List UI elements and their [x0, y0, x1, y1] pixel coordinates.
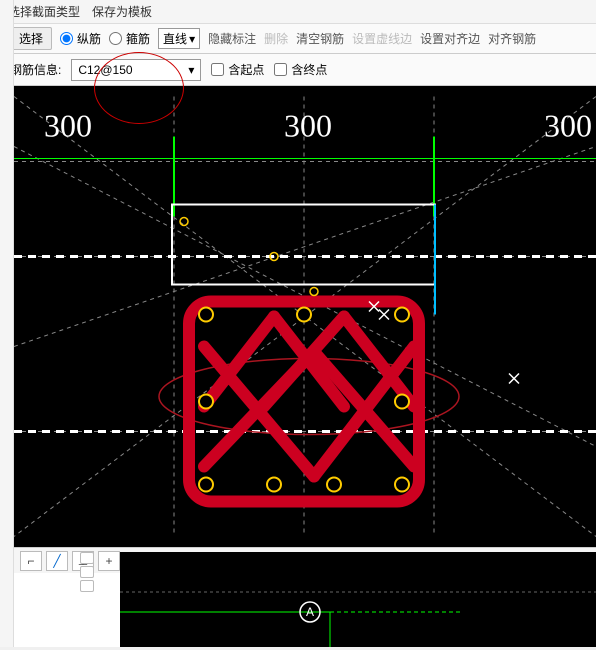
row-check-1[interactable]	[80, 552, 94, 564]
radio-longitudinal[interactable]: 纵筋	[60, 30, 101, 47]
select-button[interactable]: 选择	[10, 27, 52, 50]
svg-text:300: 300	[544, 108, 592, 144]
secondbar: 钢筋信息: C12@150 ▾ 含起点 含终点	[0, 54, 596, 86]
row-check-3[interactable]	[80, 580, 94, 592]
chevron-down-icon: ▾	[188, 63, 194, 77]
line-type-label: 直线	[163, 30, 187, 47]
radio-stirrup-label: 箍筋	[126, 30, 150, 47]
radio-longitudinal-input[interactable]	[60, 32, 73, 45]
include-end-label: 含终点	[291, 61, 327, 78]
lower-canvas-svg: A	[120, 552, 596, 647]
include-end-checkbox[interactable]: 含终点	[274, 61, 327, 78]
include-end-input[interactable]	[274, 63, 287, 76]
menu-select-section-type[interactable]: 选择截面类型	[8, 3, 80, 20]
lower-canvas: A	[120, 552, 596, 647]
include-start-label: 含起点	[228, 61, 264, 78]
rebar-info-value: C12@150	[78, 63, 132, 77]
canvas-svg: 300 300 300	[14, 86, 596, 547]
snap-endpoint-icon[interactable]: ⌐	[20, 551, 42, 571]
menu-save-as-template[interactable]: 保存为模板	[92, 3, 152, 20]
chevron-down-icon: ▾	[189, 32, 195, 46]
node-label: A	[306, 605, 314, 619]
snap-plus-icon[interactable]: +	[98, 551, 120, 571]
include-start-input[interactable]	[211, 63, 224, 76]
toolbar: 选择 纵筋 箍筋 直线 ▾ 隐藏标注 删除 清空钢筋 设置虚线边 设置对齐边 对…	[0, 24, 596, 54]
left-rail	[0, 0, 14, 647]
row-checkboxes	[80, 552, 94, 592]
rebar-info-combo[interactable]: C12@150 ▾	[71, 59, 201, 81]
set-dashed-button[interactable]: 设置虚线边	[352, 30, 412, 47]
line-type-dropdown[interactable]: 直线 ▾	[158, 28, 200, 49]
radio-stirrup[interactable]: 箍筋	[109, 30, 150, 47]
menubar: 选择截面类型 保存为模板	[0, 0, 596, 24]
include-start-checkbox[interactable]: 含起点	[211, 61, 264, 78]
delete-button[interactable]: 删除	[264, 30, 288, 47]
snap-line-icon[interactable]: ╱	[46, 551, 68, 571]
rebar-info-label: 钢筋信息:	[10, 61, 61, 78]
app-root: 选择截面类型 保存为模板 选择 纵筋 箍筋 直线 ▾ 隐藏标注 删除 清空钢筋 …	[0, 0, 596, 647]
svg-text:300: 300	[44, 108, 92, 144]
radio-stirrup-input[interactable]	[109, 32, 122, 45]
set-align-button[interactable]: 设置对齐边	[420, 30, 480, 47]
row-check-2[interactable]	[80, 566, 94, 578]
clear-rebar-button[interactable]: 清空钢筋	[296, 30, 344, 47]
radio-longitudinal-label: 纵筋	[77, 30, 101, 47]
align-rebar-button[interactable]: 对齐钢筋	[488, 30, 536, 47]
svg-text:300: 300	[284, 108, 332, 144]
drawing-canvas[interactable]: 300 300 300	[14, 86, 596, 547]
hide-annot-button[interactable]: 隐藏标注	[208, 30, 256, 47]
